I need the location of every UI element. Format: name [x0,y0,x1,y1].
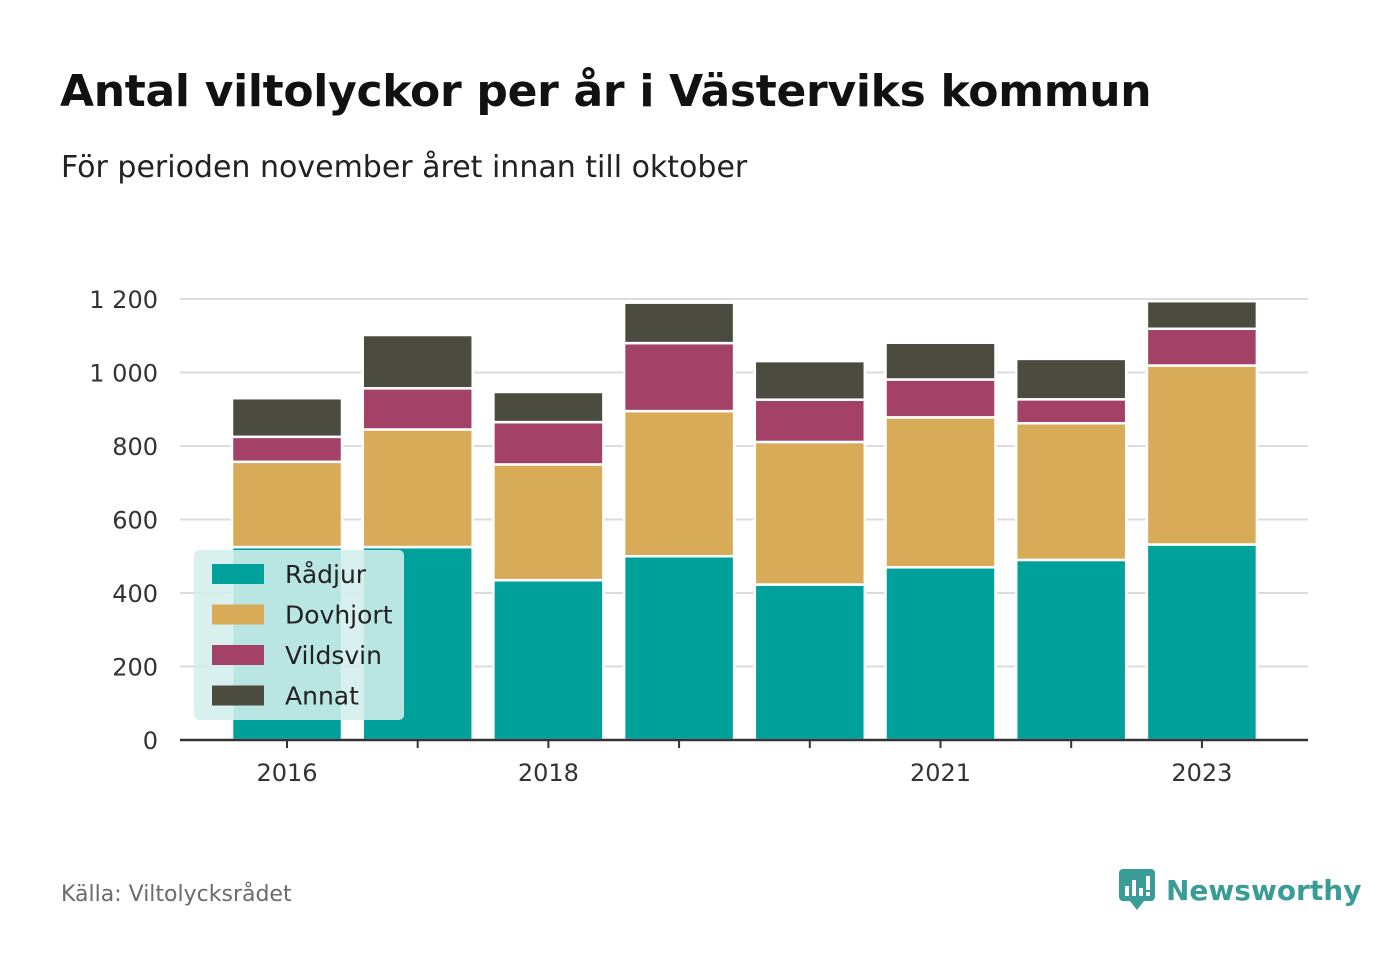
chart-title: Antal viltolyckor per år i Västerviks ko… [60,66,1152,117]
bar-segment-2021-vildsvin [884,378,997,419]
axes: 0 200 400 600 800 1 000 1 200 2016 2018 2021 2023 [89,286,1308,787]
bar-segment-2020-rådjur [753,583,867,742]
legend-box [194,550,404,720]
bar-segment-2022-dovhjort [1014,421,1128,562]
bar-segment-2022-vildsvin [1014,398,1128,425]
brand-logo[interactable]: Newsworthy [1118,868,1361,912]
bar-segment-2019-vildsvin [622,341,736,413]
legend-swatch [212,685,264,706]
x-tick-label: 2023 [1171,759,1232,787]
bar-segment-2023-annat [1145,299,1259,331]
bar-segment-2017-vildsvin [361,387,474,431]
bar-segment-2018-vildsvin [492,420,605,466]
bar-segment-2022-rådjur [1014,558,1128,742]
bar-segment-2023-dovhjort [1145,364,1259,546]
y-tick-label: 400 [112,580,158,608]
bar-segment-2016-vildsvin [230,435,344,464]
y-tick-label: 800 [112,433,158,461]
bar-segment-2020-annat [753,359,867,401]
bar-segment-2020-vildsvin [753,398,867,444]
legend-label: Rådjur [285,560,367,589]
bar-segment-2017-annat [361,333,474,390]
newsworthy-logo-icon [1119,869,1155,910]
chart-subtitle: För perioden november året innan till ok… [61,150,748,185]
bar-segment-2017-dovhjort [361,428,474,549]
legend: Rådjur Dovhjort Vildsvin Annat [194,550,404,720]
bar-segment-2016-dovhjort [230,460,344,549]
legend-swatch [212,645,264,665]
bar-segment-2023-vildsvin [1145,327,1259,367]
bar-segment-2019-annat [622,301,736,345]
bar-segment-2016-annat [230,396,344,439]
x-tick-label: 2016 [256,759,317,787]
y-tick-label: 0 [143,727,158,755]
bar-segment-2018-rådjur [492,578,605,742]
bar-segment-2021-rådjur [884,566,997,742]
y-tick-label: 1 200 [89,286,158,314]
legend-label: Annat [285,682,359,711]
bar-segment-2022-annat [1014,357,1128,401]
bar-segment-2018-dovhjort [492,463,605,582]
bar-segment-2019-dovhjort [622,409,736,558]
source-note: Källa: Viltolycksrådet [61,882,292,907]
y-tick-label: 1 000 [89,360,158,388]
bar-segment-2023-rådjur [1145,543,1259,742]
bar-segment-2018-annat [492,390,605,424]
legend-swatch [212,604,264,625]
y-tick-label: 200 [112,654,158,682]
x-tick-label: 2021 [910,759,971,787]
legend-swatch [212,564,264,584]
bar-segment-2021-dovhjort [884,416,997,569]
bar-segment-2021-annat [884,341,997,381]
legend-label: Vildsvin [285,641,382,670]
y-tick-label: 600 [112,507,158,535]
bar-segment-2019-rådjur [622,555,736,742]
x-tick-label: 2018 [518,759,579,787]
brand-name: Newsworthy [1166,873,1362,907]
bar-segment-2020-dovhjort [753,440,867,586]
legend-label: Dovhjort [285,601,393,630]
